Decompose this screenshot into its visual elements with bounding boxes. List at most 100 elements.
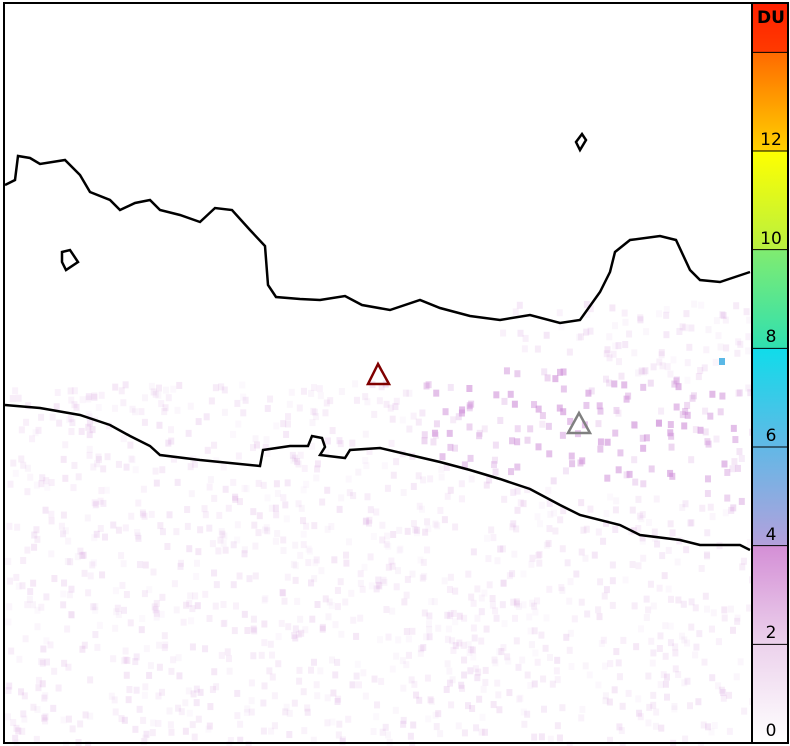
so2-pixel [329, 656, 336, 664]
so2-pixel [85, 423, 92, 431]
so2-pixel [328, 523, 335, 531]
so2-pixel [540, 675, 547, 683]
so2-pixel [211, 668, 218, 676]
so2-pixel [452, 618, 459, 626]
so2-pixel [49, 413, 56, 421]
so2-pixel [332, 671, 339, 679]
so2-pixel [51, 667, 58, 675]
colorbar-tick-label: 10 [760, 228, 782, 249]
so2-pixel [266, 667, 273, 675]
so2-pixel [23, 418, 30, 426]
so2-pixel [635, 562, 642, 570]
so2-pixel [296, 404, 303, 412]
so2-pixel [576, 333, 583, 341]
so2-pixel [411, 680, 418, 688]
so2-pixel [350, 492, 357, 500]
so2-pixel [566, 348, 573, 356]
so2-pixel [80, 551, 87, 559]
so2-pixel [141, 512, 148, 520]
so2-pixel [175, 704, 182, 712]
so2-pixel [582, 554, 589, 562]
so2-pixel [439, 453, 446, 461]
so2-pixel [262, 526, 269, 534]
so2-pixel [665, 585, 672, 593]
so2-pixel [444, 611, 451, 619]
so2-pixel [55, 684, 62, 692]
so2-pixel [283, 515, 290, 523]
so2-pixel [584, 610, 591, 618]
so2-pixel [461, 461, 468, 469]
so2-pixel [126, 686, 133, 694]
so2-pixel [128, 512, 135, 520]
so2-pixel [400, 489, 407, 497]
so2-pixel [120, 606, 127, 614]
so2-pixel [721, 460, 728, 468]
so2-pixel [546, 585, 553, 593]
colorbar-tick-label: 12 [760, 130, 782, 150]
so2-pixel [207, 476, 214, 484]
so2-pixel [584, 310, 591, 318]
so2-pixel [91, 534, 98, 542]
so2-pixel [355, 681, 362, 689]
so2-pixel [295, 630, 302, 638]
so2-pixel [409, 627, 416, 635]
so2-pixel [393, 458, 400, 466]
so2-pixel [688, 623, 695, 631]
so2-pixel [637, 316, 644, 324]
so2-pixel [697, 367, 704, 375]
so2-pixel [747, 389, 754, 397]
so2-pixel [393, 583, 400, 591]
so2-pixel [337, 440, 344, 448]
so2-pixel [272, 504, 279, 512]
so2-pixel [447, 443, 454, 451]
so2-pixel [222, 546, 229, 554]
so2-pixel [517, 499, 524, 507]
so2-pixel [350, 616, 357, 624]
so2-pixel [493, 614, 500, 622]
so2-pixel [500, 329, 507, 337]
so2-pixel [702, 407, 709, 415]
so2-pixel [545, 422, 552, 430]
so2-pixel [552, 375, 559, 383]
so2-pixel [532, 649, 539, 657]
so2-pixel [583, 401, 590, 409]
so2-pixel [230, 478, 237, 486]
so2-pixel [631, 456, 638, 464]
so2-pixel [681, 636, 688, 644]
so2-pixel [227, 737, 234, 745]
so2-pixel [448, 701, 455, 709]
so2-pixel [667, 595, 674, 603]
so2-pixel [357, 570, 364, 578]
so2-pixel [600, 537, 607, 545]
so2-pixel [174, 478, 181, 486]
so2-pixel [353, 632, 360, 640]
so2-pixel [77, 720, 84, 728]
so2-pixel [60, 530, 67, 538]
so2-pixel [135, 499, 142, 507]
so2-pixel [733, 302, 740, 310]
so2-pixel [122, 524, 129, 532]
so2-pixel [424, 674, 431, 682]
so2-pixel [43, 593, 50, 601]
so2-pixel [283, 703, 290, 711]
so2-pixel [215, 547, 222, 555]
so2-pixel [48, 479, 55, 487]
so2-pixel [377, 636, 384, 644]
so2-pixel [89, 426, 96, 434]
so2-pixel [434, 522, 441, 530]
so2-pixel [645, 672, 652, 680]
colorbar-tick-label: 0 [765, 721, 777, 741]
so2-pixel [5, 686, 12, 694]
so2-pixel [354, 660, 361, 668]
so2-pixel [284, 573, 291, 581]
so2-pixel [92, 606, 99, 614]
so2-pixel [18, 688, 25, 696]
so2-pixel [422, 528, 429, 536]
so2-pixel [738, 497, 745, 505]
so2-pixel [709, 390, 716, 398]
so2-pixel [668, 443, 675, 451]
so2-pixel [359, 585, 366, 593]
so2-pixel [639, 537, 646, 545]
so2-pixel [54, 389, 61, 397]
